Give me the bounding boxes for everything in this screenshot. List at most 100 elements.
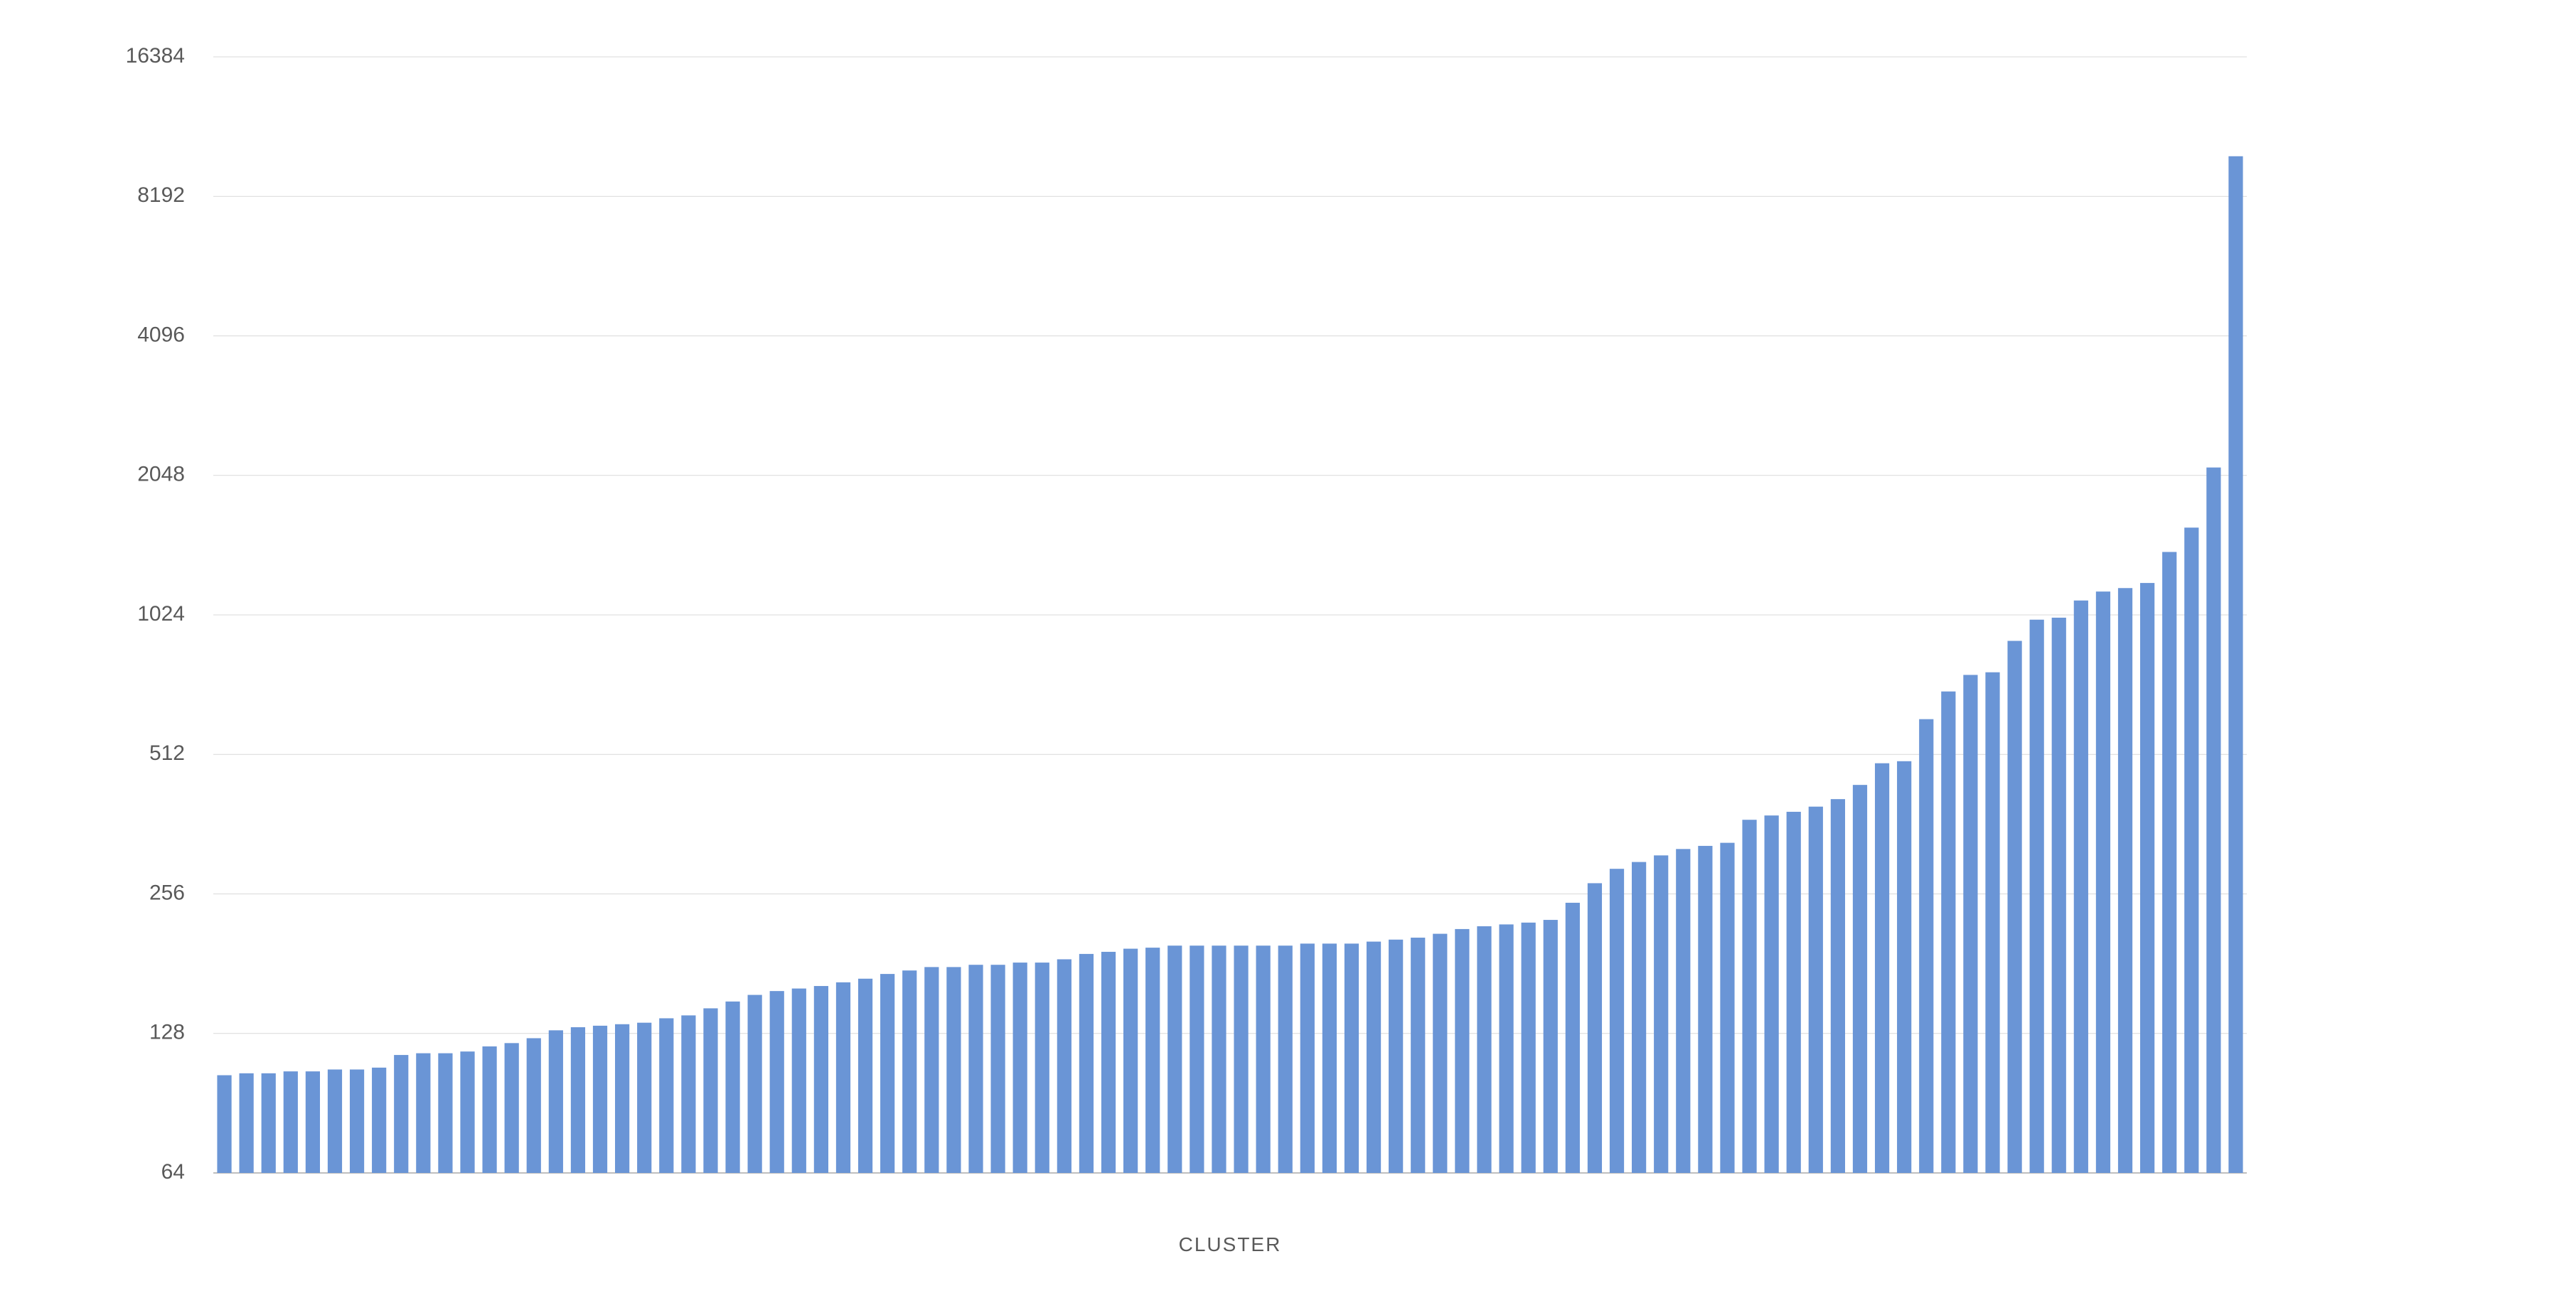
bar (438, 1054, 452, 1173)
bar (1632, 862, 1646, 1173)
bar (1433, 934, 1447, 1173)
bar (1101, 952, 1116, 1173)
bar (836, 982, 850, 1173)
bar (681, 1015, 695, 1173)
bar (1013, 963, 1027, 1173)
bar (1875, 763, 1889, 1173)
bar (1411, 938, 1425, 1173)
y-tick-label: 64 (161, 1160, 185, 1184)
bar (1389, 940, 1403, 1173)
bar (593, 1026, 607, 1173)
bar (725, 1002, 739, 1173)
y-tick-label: 128 (149, 1021, 185, 1044)
bar (350, 1069, 364, 1173)
bar (968, 965, 983, 1173)
bar (1941, 692, 1955, 1173)
bar (1742, 820, 1756, 1173)
bar (2140, 583, 2154, 1173)
bar (770, 991, 784, 1173)
bar (505, 1043, 519, 1173)
bar-chart: 64128256512102420484096819216384CLUSTER (0, 0, 2576, 1308)
bar (2052, 618, 2066, 1173)
bar (1367, 942, 1381, 1173)
bar (1477, 926, 1491, 1173)
y-tick-label: 1024 (137, 602, 185, 626)
y-tick-label: 2048 (137, 463, 185, 486)
bar (990, 965, 1005, 1173)
bar (1654, 855, 1668, 1173)
bar (2007, 641, 2021, 1173)
bar (1345, 943, 1359, 1173)
bar (1167, 945, 1182, 1173)
bar (372, 1068, 386, 1173)
bar (814, 986, 828, 1173)
bar (284, 1071, 298, 1173)
bar (1256, 945, 1271, 1173)
bar (2228, 156, 2243, 1173)
y-tick-label: 4096 (137, 323, 185, 346)
bar (2206, 468, 2220, 1173)
bar (637, 1023, 651, 1173)
bar (1522, 923, 1536, 1173)
bar (240, 1073, 254, 1173)
bar (306, 1071, 320, 1173)
bar (1300, 943, 1315, 1173)
y-tick-label: 256 (149, 881, 185, 904)
bar (460, 1051, 474, 1173)
bar (1720, 843, 1734, 1173)
bar (1698, 846, 1712, 1173)
bar (1588, 883, 1602, 1173)
bar (2118, 588, 2132, 1173)
bar (1145, 948, 1160, 1173)
bar (615, 1024, 629, 1173)
bar (1897, 761, 1911, 1173)
bar (1057, 959, 1071, 1173)
bar (1234, 945, 1248, 1173)
bar (2162, 552, 2176, 1173)
bar (1544, 920, 1558, 1173)
bar (792, 989, 806, 1173)
bar (1278, 945, 1293, 1173)
y-tick-label: 16384 (126, 44, 185, 68)
bar (2184, 527, 2198, 1173)
bar (1809, 807, 1823, 1173)
bar (527, 1038, 541, 1173)
bar (2030, 620, 2044, 1173)
bar (1610, 869, 1624, 1173)
bar (328, 1069, 342, 1173)
bar (394, 1055, 408, 1173)
bar (1079, 954, 1094, 1173)
bar (858, 979, 872, 1173)
bar (2074, 601, 2088, 1173)
bar (1322, 943, 1337, 1173)
y-tick-label: 8192 (137, 183, 185, 207)
chart-svg: 64128256512102420484096819216384CLUSTER (0, 0, 2576, 1308)
bar (748, 995, 762, 1173)
bar (924, 967, 939, 1173)
bar (1212, 945, 1226, 1173)
bar (703, 1008, 717, 1173)
y-tick-label: 512 (149, 741, 185, 765)
bar (1566, 903, 1580, 1173)
bar (1831, 799, 1845, 1173)
bar (549, 1030, 563, 1173)
bar (659, 1018, 673, 1173)
bar (1963, 675, 1977, 1173)
bar (1123, 949, 1138, 1173)
bar (1853, 785, 1867, 1173)
bar (902, 970, 916, 1173)
bar (1190, 945, 1204, 1173)
bar (1765, 815, 1779, 1173)
bar (1919, 719, 1933, 1173)
bar (571, 1027, 585, 1173)
bar (1985, 672, 1999, 1173)
bar (1455, 929, 1469, 1173)
bar (2096, 591, 2110, 1173)
bar (946, 967, 961, 1173)
bar (1035, 963, 1049, 1173)
bar (1499, 924, 1513, 1173)
bar (1676, 849, 1690, 1173)
bar (880, 974, 894, 1173)
bar (416, 1054, 430, 1173)
bar (217, 1076, 231, 1173)
